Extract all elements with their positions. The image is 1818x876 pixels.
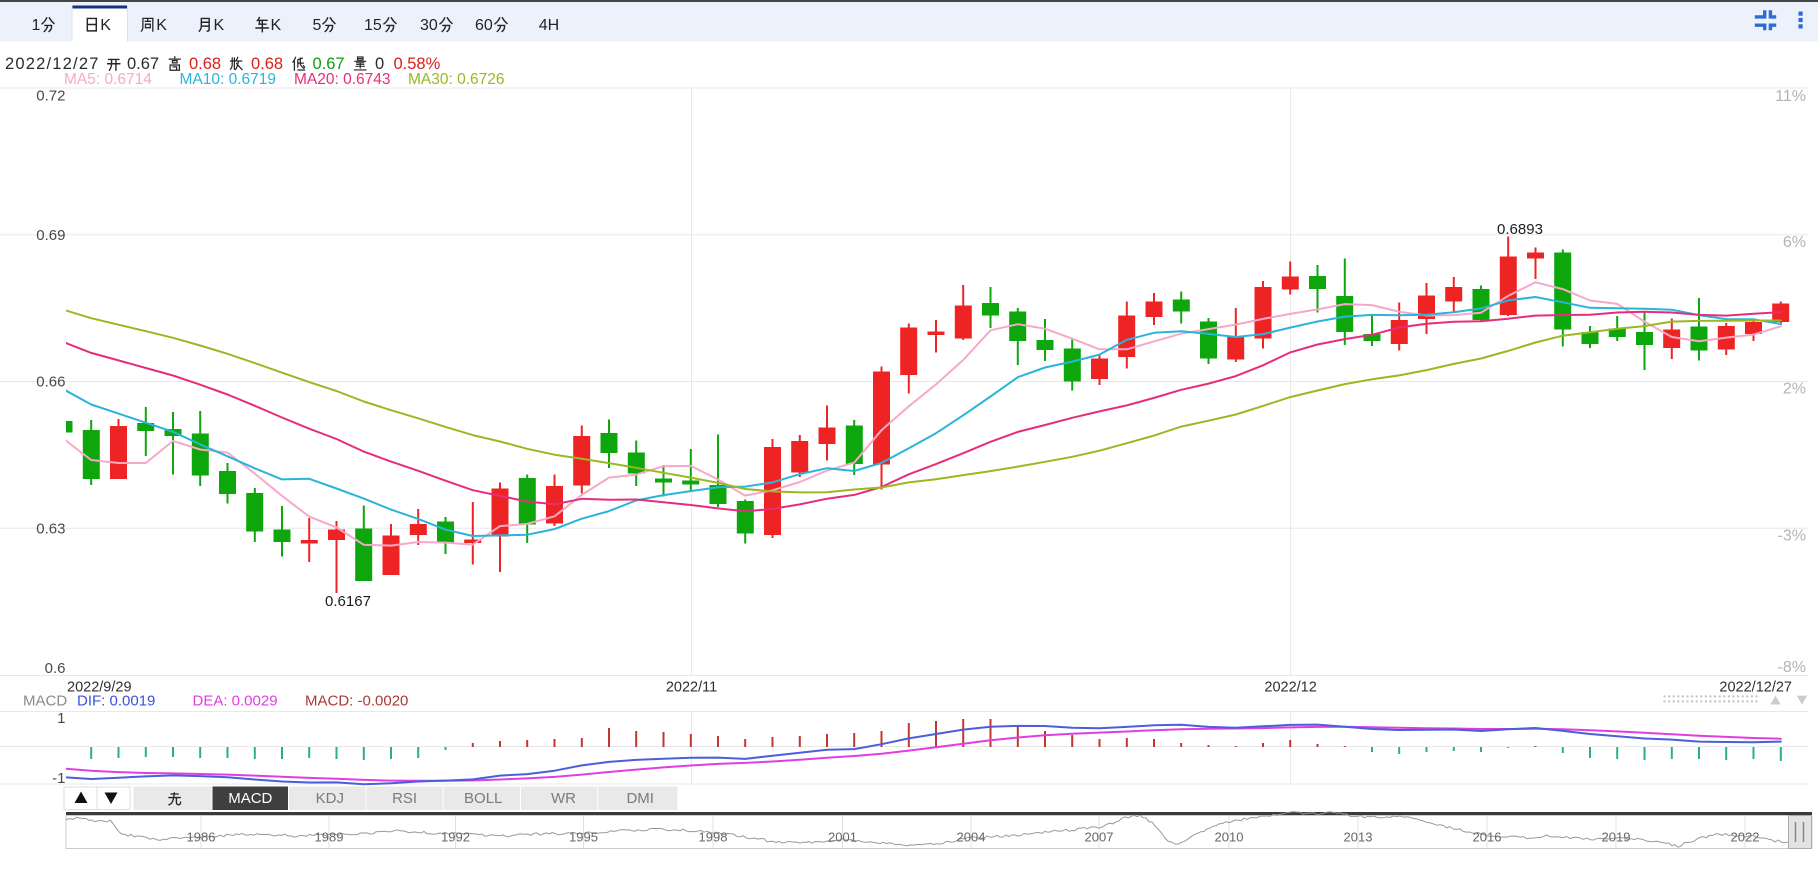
svg-text:15: 15 xyxy=(364,17,382,34)
svg-text:0.58%: 0.58% xyxy=(394,55,441,73)
svg-text:2022/9/29: 2022/9/29 xyxy=(67,680,132,696)
svg-text:MA5: 0.6714: MA5: 0.6714 xyxy=(64,71,152,88)
svg-text:6%: 6% xyxy=(1783,234,1806,251)
svg-text:0.66: 0.66 xyxy=(36,374,65,391)
svg-text:2019: 2019 xyxy=(1602,830,1631,845)
svg-text:K: K xyxy=(156,17,167,34)
svg-text:K: K xyxy=(100,17,111,34)
svg-text:MACD: MACD xyxy=(23,693,67,710)
svg-text:1989: 1989 xyxy=(315,830,344,845)
svg-text:K: K xyxy=(271,17,282,34)
svg-text:30: 30 xyxy=(420,17,438,34)
svg-text:RSI: RSI xyxy=(392,790,417,807)
svg-text:1992: 1992 xyxy=(441,830,470,845)
svg-text:2022/12/27: 2022/12/27 xyxy=(5,55,100,73)
svg-text:0.6167: 0.6167 xyxy=(325,593,371,610)
svg-text:1: 1 xyxy=(57,710,65,727)
svg-text:0.69: 0.69 xyxy=(36,227,65,244)
svg-text:1986: 1986 xyxy=(187,830,216,845)
svg-text:KDJ: KDJ xyxy=(316,790,344,807)
svg-text:2022/12/27: 2022/12/27 xyxy=(1719,680,1792,696)
svg-text:-8%: -8% xyxy=(1778,659,1806,676)
svg-text:2016: 2016 xyxy=(1473,830,1502,845)
svg-text:1: 1 xyxy=(32,17,41,34)
svg-text:0.6: 0.6 xyxy=(45,660,66,677)
svg-text:1995: 1995 xyxy=(569,830,598,845)
svg-text:2001: 2001 xyxy=(828,830,857,845)
svg-text:MA20: 0.6743: MA20: 0.6743 xyxy=(294,71,391,88)
svg-text:K: K xyxy=(214,17,225,34)
svg-text:2010: 2010 xyxy=(1215,830,1244,845)
svg-text:MACD: MACD xyxy=(228,790,272,807)
svg-text:DMI: DMI xyxy=(626,790,654,807)
svg-text:0.63: 0.63 xyxy=(36,520,65,537)
svg-text:1998: 1998 xyxy=(699,830,728,845)
svg-text:MACD: -0.0020: MACD: -0.0020 xyxy=(305,693,408,710)
svg-text:2004: 2004 xyxy=(957,830,986,845)
svg-text:4H: 4H xyxy=(539,17,559,34)
svg-text:0.67: 0.67 xyxy=(313,55,345,73)
svg-text:0.72: 0.72 xyxy=(36,88,65,105)
svg-text:DEA: 0.0029: DEA: 0.0029 xyxy=(193,693,278,710)
svg-text:2013: 2013 xyxy=(1344,830,1373,845)
svg-text:2022/12: 2022/12 xyxy=(1264,680,1316,696)
svg-text:WR: WR xyxy=(551,790,576,807)
svg-text:0.67: 0.67 xyxy=(127,55,159,73)
svg-text:-1: -1 xyxy=(52,770,65,787)
svg-text:2022/11: 2022/11 xyxy=(666,680,717,696)
svg-text:0.68: 0.68 xyxy=(189,55,221,73)
svg-text:0: 0 xyxy=(375,55,384,73)
svg-text:2%: 2% xyxy=(1783,381,1806,398)
svg-text:0.68: 0.68 xyxy=(251,55,283,73)
svg-text:11%: 11% xyxy=(1775,88,1806,105)
svg-text:5: 5 xyxy=(313,17,322,34)
svg-text:-3%: -3% xyxy=(1778,528,1806,545)
svg-text:2007: 2007 xyxy=(1085,830,1114,845)
svg-text:MA10: 0.6719: MA10: 0.6719 xyxy=(180,71,277,88)
svg-text:2022: 2022 xyxy=(1731,830,1760,845)
svg-text:DIF: 0.0019: DIF: 0.0019 xyxy=(77,693,155,710)
svg-text:0.6893: 0.6893 xyxy=(1497,221,1543,238)
svg-text:BOLL: BOLL xyxy=(464,790,502,807)
svg-text:60: 60 xyxy=(475,17,493,34)
svg-text:MA30: 0.6726: MA30: 0.6726 xyxy=(408,71,505,88)
